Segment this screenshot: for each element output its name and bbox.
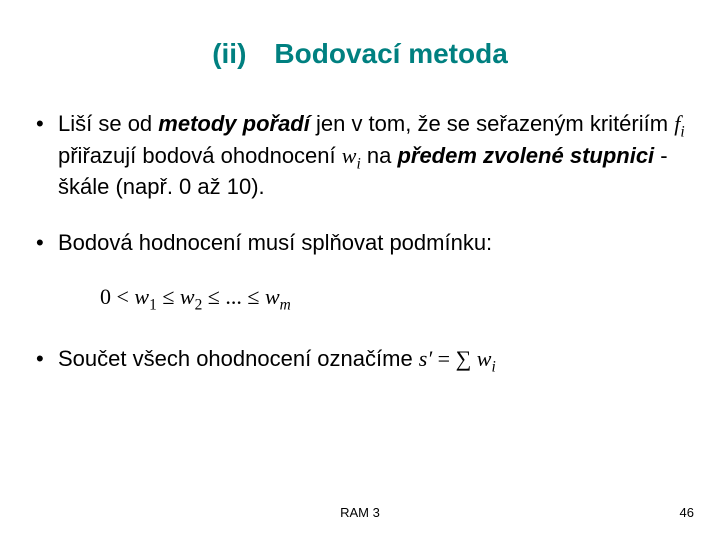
b1-seg5: na bbox=[361, 143, 398, 168]
slide: (ii) Bodovací metoda Liší se od metody po… bbox=[0, 0, 720, 540]
b1-seg2: metody pořadí bbox=[158, 111, 310, 136]
b3-wvar: w bbox=[477, 346, 492, 371]
b3-seg1: Součet všech ohodnocení označíme bbox=[58, 346, 419, 371]
b1-fsub: i bbox=[680, 123, 684, 140]
b1-seg1: Liší se od bbox=[58, 111, 158, 136]
slide-title: (ii) Bodovací metoda bbox=[0, 38, 720, 70]
b1-wvar: w bbox=[342, 143, 357, 168]
footer-page-number: 46 bbox=[680, 505, 694, 520]
b3-wsub: i bbox=[491, 358, 495, 375]
title-number: (ii) bbox=[212, 38, 246, 70]
bullet-1: Liší se od metody pořadí jen v tom, že s… bbox=[30, 110, 690, 201]
bullet-2: Bodová hodnocení musí splňovat podmínku: bbox=[30, 229, 690, 257]
f-s1: 1 bbox=[149, 297, 157, 314]
f-sm: m bbox=[280, 297, 291, 314]
b3-eq: = ∑ bbox=[432, 346, 477, 371]
f-wm: w bbox=[265, 284, 280, 309]
f-le2: ≤ ... ≤ bbox=[202, 284, 265, 309]
bullet-3: Součet všech ohodnocení označíme s′ = ∑ … bbox=[30, 345, 690, 377]
b1-seg4: přiřazují bodová ohodnocení bbox=[58, 143, 342, 168]
f-le1: ≤ bbox=[157, 284, 180, 309]
formula: 0 < w1 ≤ w2 ≤ ... ≤ wm bbox=[100, 284, 690, 314]
f-w2: w bbox=[180, 284, 195, 309]
b1-seg6: předem zvolené stupnici bbox=[397, 143, 654, 168]
f-p1: 0 < bbox=[100, 284, 134, 309]
b1-seg3: jen v tom, že se seřazeným kritériím bbox=[310, 111, 674, 136]
b2-text: Bodová hodnocení musí splňovat podmínku: bbox=[58, 230, 492, 255]
slide-body: Liší se od metody pořadí jen v tom, že s… bbox=[30, 110, 690, 404]
title-text: Bodovací metoda bbox=[274, 38, 507, 69]
f-w1: w bbox=[134, 284, 149, 309]
footer-center: RAM 3 bbox=[0, 505, 720, 520]
b3-svar: s′ bbox=[419, 346, 432, 371]
